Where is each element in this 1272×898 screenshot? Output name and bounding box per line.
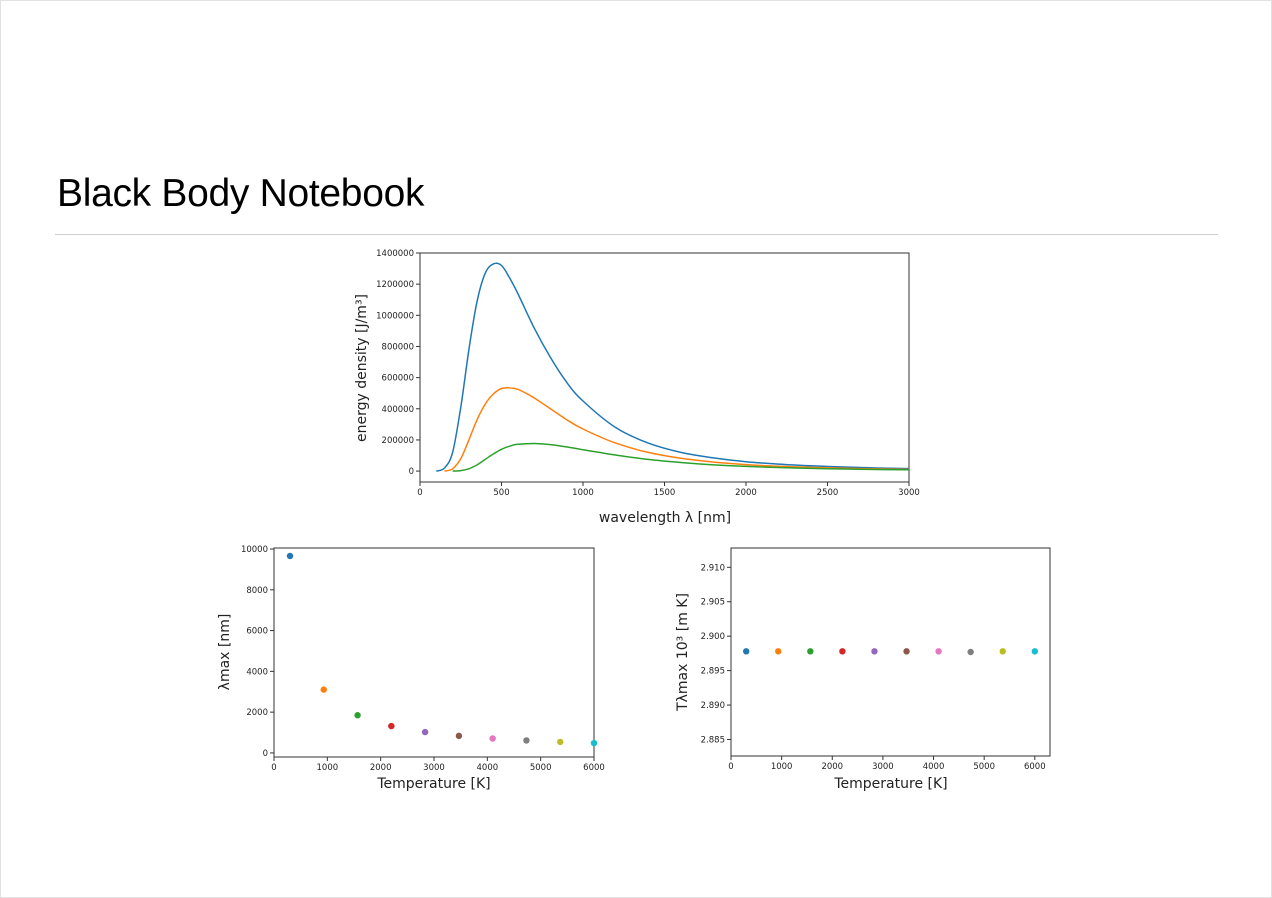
data-point xyxy=(354,712,361,719)
energy-density-chart: 0 500 1000 1500 2000 2500 3000 0 200000 400000 600… xyxy=(354,249,920,526)
data-point xyxy=(935,648,942,655)
y-tick-label: 200000 xyxy=(382,436,414,446)
data-point xyxy=(903,648,910,655)
y-tick-label: 2000 xyxy=(246,708,268,718)
y-tick-label: 0 xyxy=(263,749,268,759)
y-tick-label: 1200000 xyxy=(376,280,414,290)
data-point xyxy=(775,648,782,655)
y-tick-label: 10000 xyxy=(241,545,268,555)
y-tick-label: 1000000 xyxy=(376,311,414,321)
x-tick-label: 1000 xyxy=(317,763,339,773)
x-tick-label: 500 xyxy=(493,488,509,498)
y-tick-label: 2.905 xyxy=(701,598,725,608)
data-point xyxy=(557,738,564,746)
y-tick-label: 1400000 xyxy=(376,249,414,259)
y-tick-label: 2.885 xyxy=(701,735,725,745)
x-tick-label: 4000 xyxy=(477,763,499,773)
y-tick-label: 800000 xyxy=(382,342,414,352)
data-point xyxy=(421,728,429,736)
x-tick-label: 6000 xyxy=(1024,762,1046,772)
data-point xyxy=(1031,648,1039,655)
data-point xyxy=(590,739,598,747)
x-tick-label: 3000 xyxy=(898,488,920,498)
series-group xyxy=(436,262,910,472)
data-point xyxy=(489,735,496,742)
series-line-1 xyxy=(436,262,910,472)
title-divider xyxy=(55,234,1218,235)
x-tick-label: 3000 xyxy=(423,763,445,773)
page-title: Black Body Notebook xyxy=(57,172,425,215)
tick-group: 0 1000 2000 3000 4000 5000 6000 0 2000 4000 6000 80… xyxy=(241,545,605,773)
series-group xyxy=(286,552,598,747)
x-tick-label: 2000 xyxy=(370,763,392,773)
x-tick-label: 1500 xyxy=(654,488,676,498)
x-tick-label: 0 xyxy=(728,762,733,772)
y-tick-label: 2.890 xyxy=(701,701,725,711)
y-tick-label: 8000 xyxy=(246,586,268,596)
series-line-2 xyxy=(444,386,910,472)
x-tick-label: 4000 xyxy=(923,762,945,772)
y-axis-label: Tλmax 10³ [m K] xyxy=(675,593,691,712)
y-tick-label: 4000 xyxy=(246,667,268,677)
plot-frame xyxy=(273,547,595,758)
x-tick-label: 6000 xyxy=(583,763,605,773)
data-point xyxy=(839,648,846,655)
t-lambda-max-chart: 0 1000 2000 3000 4000 5000 6000 2.885 2.890 2.895… xyxy=(675,547,1051,792)
lambda-max-chart: 0 1000 2000 3000 4000 5000 6000 0 2000 4000 6000 80… xyxy=(217,545,605,792)
y-tick-label: 2.895 xyxy=(701,667,725,677)
x-tick-label: 5000 xyxy=(973,762,995,772)
x-tick-label: 5000 xyxy=(530,763,552,773)
x-axis-label: wavelength λ [nm] xyxy=(599,510,731,526)
data-point xyxy=(807,648,814,655)
x-tick-label: 0 xyxy=(271,763,276,773)
x-tick-label: 2000 xyxy=(735,488,757,498)
y-axis-label: λmax [nm] xyxy=(217,614,233,691)
data-point xyxy=(286,552,294,560)
data-point xyxy=(455,732,463,740)
x-tick-label: 1000 xyxy=(771,762,793,772)
x-tick-label: 0 xyxy=(417,488,422,498)
y-tick-label: 6000 xyxy=(246,627,268,637)
data-point xyxy=(967,648,974,656)
y-tick-label: 600000 xyxy=(382,374,414,384)
x-tick-label: 1000 xyxy=(572,488,594,498)
x-tick-label: 3000 xyxy=(872,762,894,772)
plot-frame xyxy=(730,547,1051,757)
data-point xyxy=(320,686,327,693)
data-point xyxy=(388,722,395,730)
data-point xyxy=(871,648,878,655)
y-axis-label: energy density [J/m³] xyxy=(354,294,370,442)
series-line-3 xyxy=(452,442,910,472)
data-point xyxy=(999,648,1006,655)
y-tick-label: 2.910 xyxy=(701,563,725,573)
data-point xyxy=(742,648,750,655)
y-tick-label: 400000 xyxy=(382,405,414,415)
data-point xyxy=(523,737,530,744)
tick-group: 0 1000 2000 3000 4000 5000 6000 2.885 2.890 2.895… xyxy=(701,563,1046,772)
x-axis-label: Temperature [K] xyxy=(376,776,490,792)
tick-group: 0 500 1000 1500 2000 2500 3000 0 200000 400000 600… xyxy=(376,249,920,498)
x-tick-label: 2000 xyxy=(821,762,843,772)
y-tick-label: 0 xyxy=(409,467,414,477)
x-axis-label: Temperature [K] xyxy=(833,776,947,792)
y-tick-label: 2.900 xyxy=(701,632,725,642)
x-tick-label: 2500 xyxy=(817,488,839,498)
series-group xyxy=(742,648,1039,656)
